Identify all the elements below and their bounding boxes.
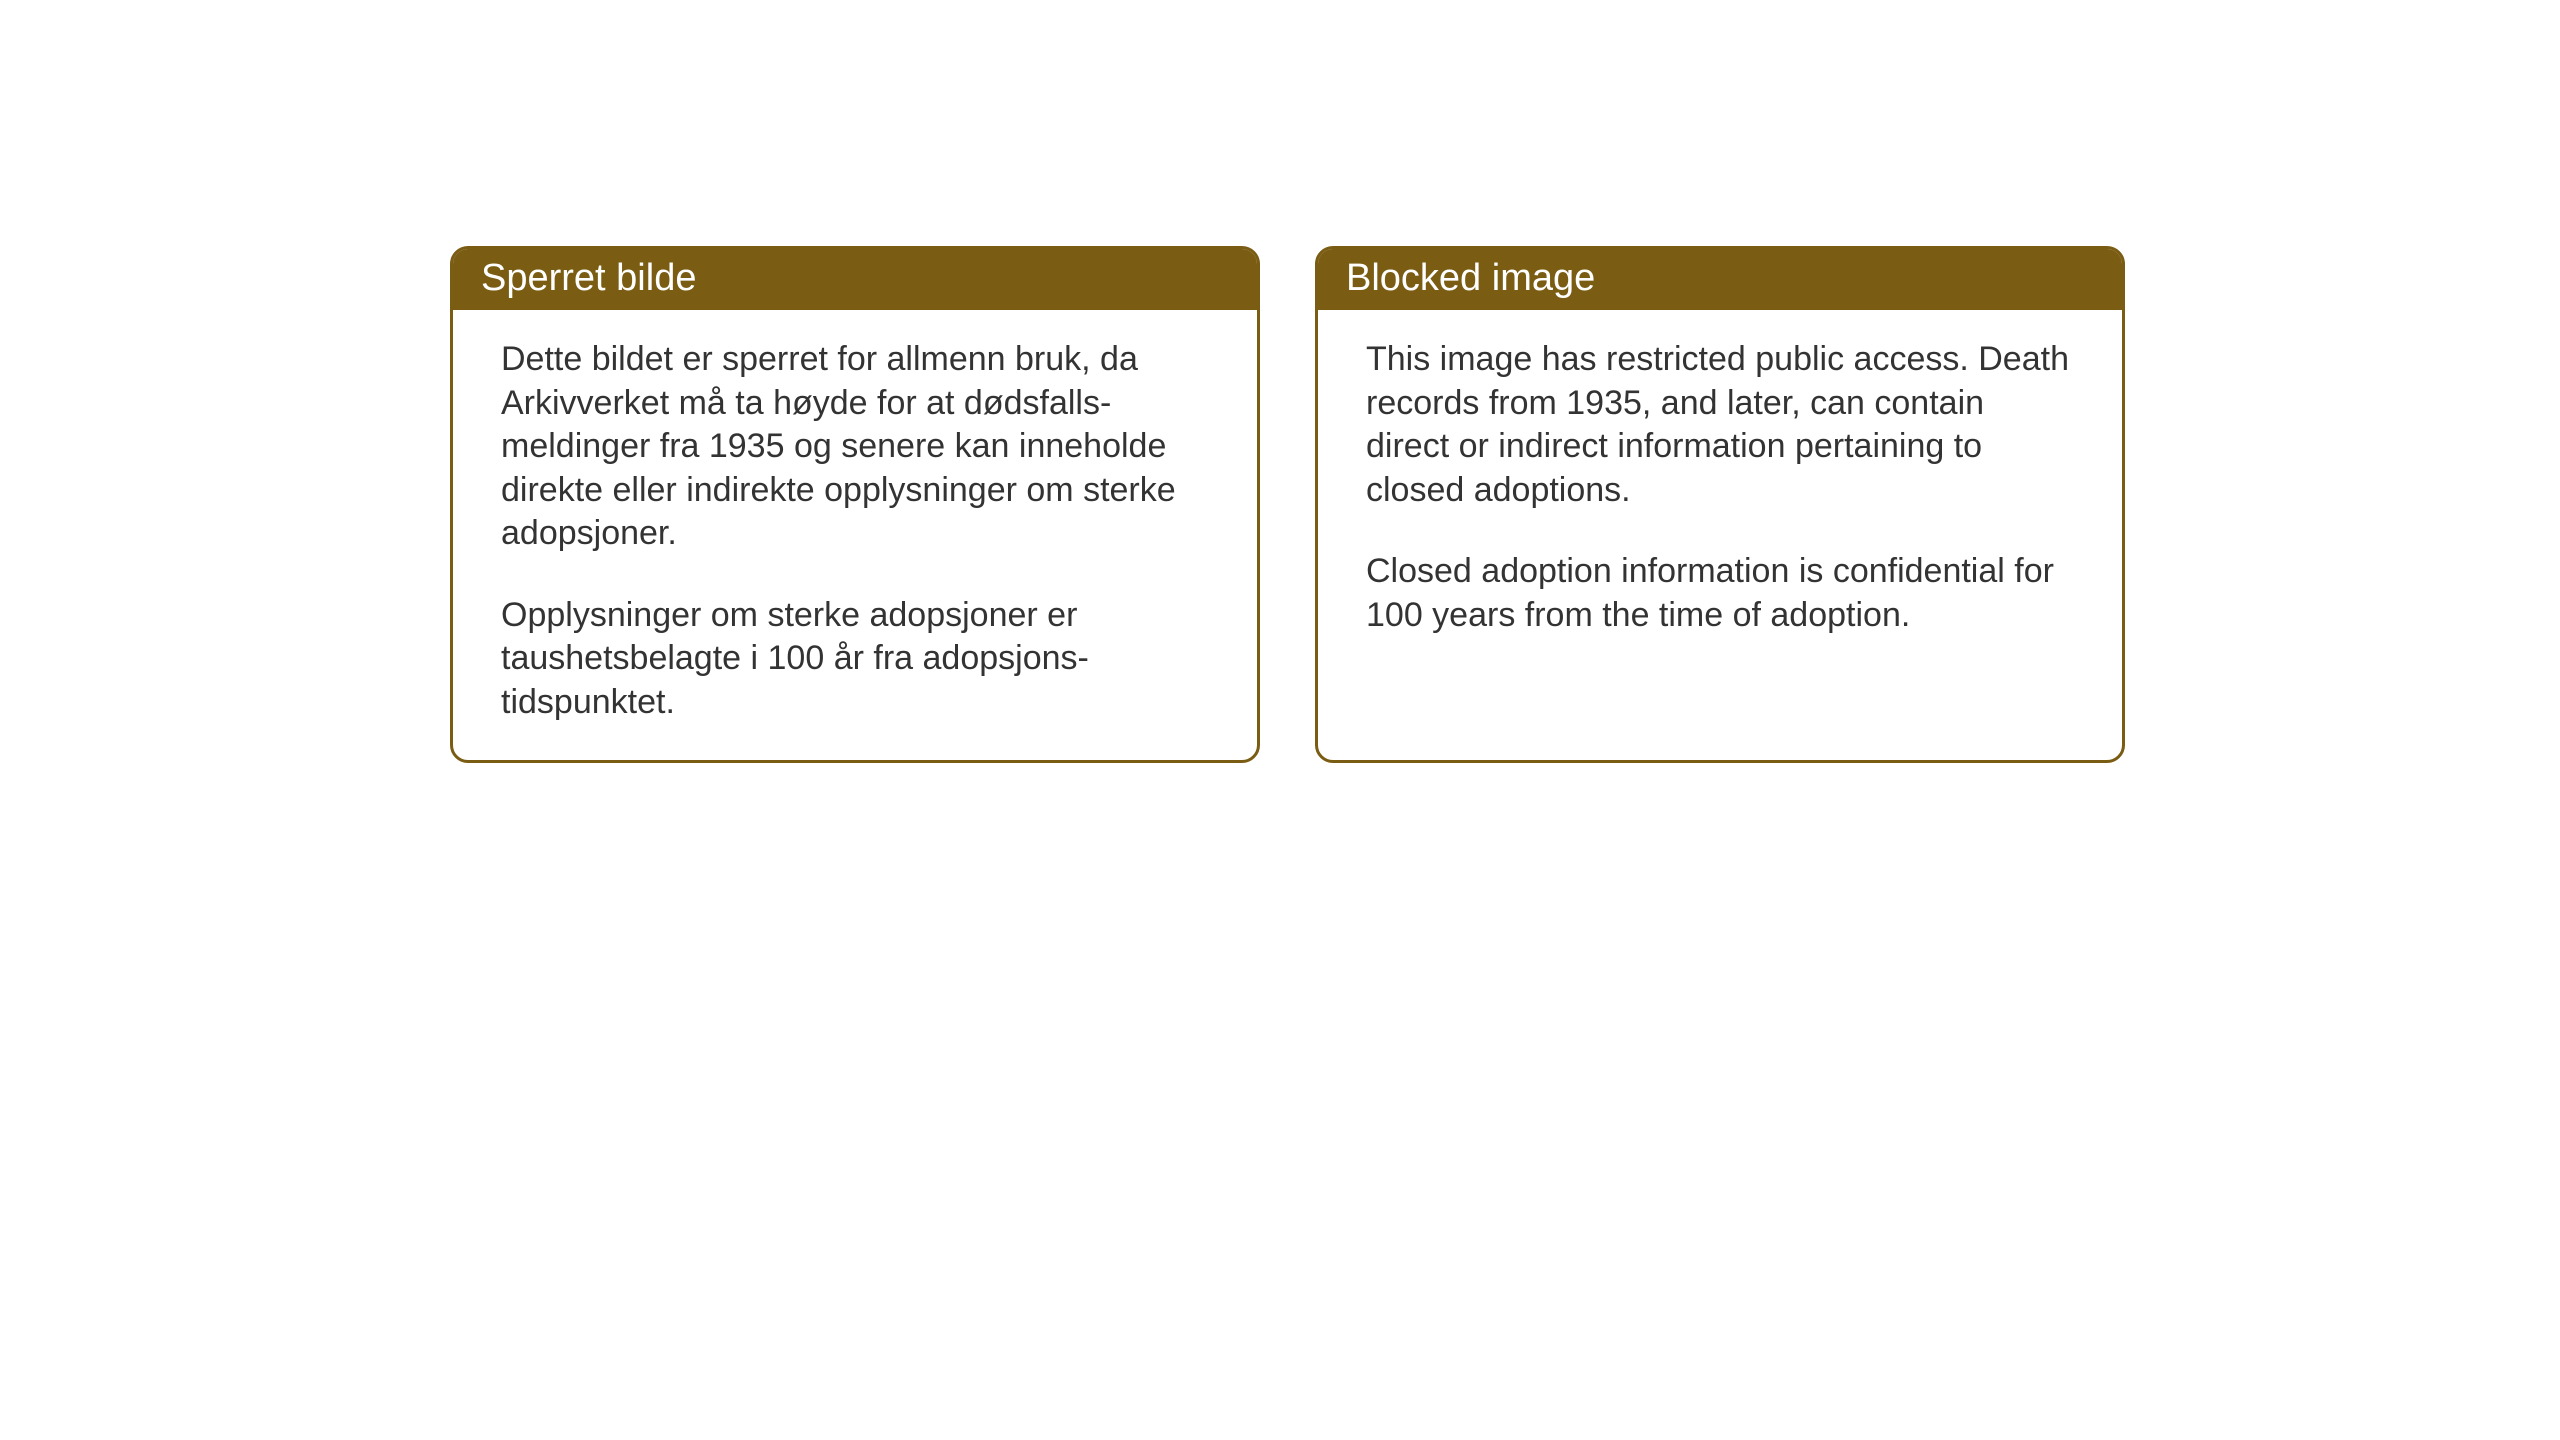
card-header-norwegian: Sperret bilde <box>453 249 1257 310</box>
card-body-norwegian: Dette bildet er sperret for allmenn bruk… <box>453 310 1257 760</box>
card-title-english: Blocked image <box>1346 257 1595 299</box>
card-paragraph-norwegian-2: Opplysninger om sterke adopsjoner er tau… <box>501 594 1209 725</box>
notice-card-norwegian: Sperret bilde Dette bildet er sperret fo… <box>450 246 1260 763</box>
card-paragraph-english-1: This image has restricted public access.… <box>1366 338 2074 512</box>
notice-container: Sperret bilde Dette bildet er sperret fo… <box>450 246 2125 763</box>
notice-card-english: Blocked image This image has restricted … <box>1315 246 2125 763</box>
card-title-norwegian: Sperret bilde <box>481 257 696 299</box>
card-paragraph-english-2: Closed adoption information is confident… <box>1366 550 2074 637</box>
card-header-english: Blocked image <box>1318 249 2122 310</box>
card-body-english: This image has restricted public access.… <box>1318 310 2122 720</box>
card-paragraph-norwegian-1: Dette bildet er sperret for allmenn bruk… <box>501 338 1209 556</box>
